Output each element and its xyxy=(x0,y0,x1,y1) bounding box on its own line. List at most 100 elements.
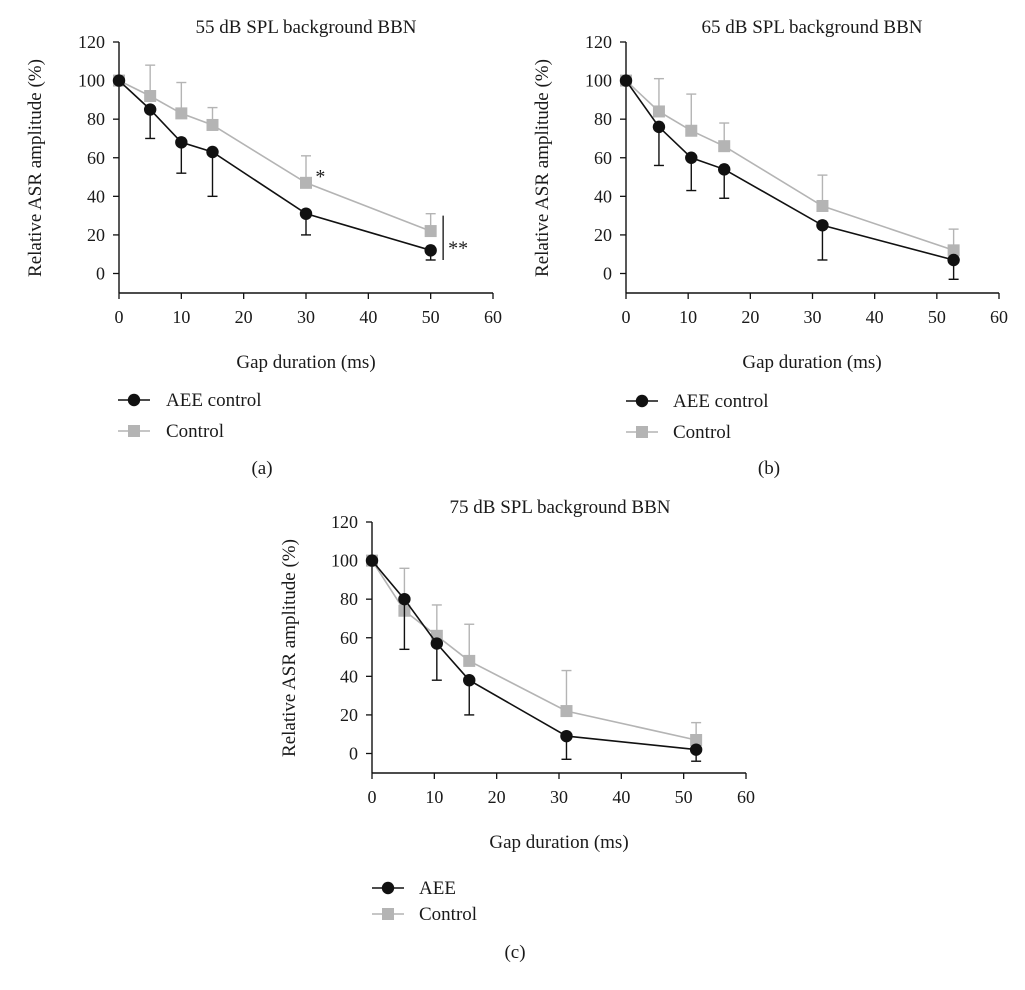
y-tick-label: 100 xyxy=(331,551,358,571)
control-data-point xyxy=(175,107,188,120)
y-tick-label: 40 xyxy=(87,186,105,206)
significance-marker: * xyxy=(315,166,325,188)
x-tick-label: 10 xyxy=(425,787,443,807)
panel-c-series-aee xyxy=(365,554,703,762)
panel-b-label: (b) xyxy=(758,458,780,479)
aee-data-point xyxy=(430,637,444,650)
y-tick-label: 120 xyxy=(331,512,358,532)
x-tick-label: 0 xyxy=(115,307,124,327)
panel-c-title: 75 dB SPL background BBN xyxy=(450,497,671,518)
y-tick-label: 80 xyxy=(340,589,358,609)
x-tick-label: 20 xyxy=(741,307,759,327)
y-tick-label: 20 xyxy=(87,225,105,245)
aee-series-line xyxy=(371,560,697,751)
x-tick-label: 30 xyxy=(297,307,315,327)
legend-circle-marker xyxy=(635,394,649,408)
x-tick-label: 50 xyxy=(422,307,440,327)
significance-marker: ** xyxy=(448,237,468,259)
control-data-point xyxy=(424,225,437,238)
aee-data-point xyxy=(143,103,157,116)
aee-series-line xyxy=(118,80,431,252)
x-tick-label: 50 xyxy=(675,787,693,807)
panel-b-series-control xyxy=(620,74,960,257)
control-data-point xyxy=(463,654,476,667)
y-tick-label: 0 xyxy=(603,264,612,284)
aee-data-point xyxy=(619,74,633,87)
x-tick-label: 20 xyxy=(235,307,253,327)
panel-c-plot: 0 20 40 60 80 100 120 0 10 20 30 40 50 60 xyxy=(331,512,755,807)
panel-a-legend-item-aee: AEE control xyxy=(118,390,262,411)
y-tick-label: 60 xyxy=(340,628,358,648)
control-data-point xyxy=(690,733,703,746)
panel-b-legend: AEE control Control xyxy=(626,391,769,443)
control-data-point xyxy=(718,140,731,153)
y-tick-label: 80 xyxy=(594,109,612,129)
y-tick-label: 20 xyxy=(340,705,358,725)
aee-data-point xyxy=(175,136,188,149)
panel-b-axes: 0 20 40 60 80 100 120 0 10 20 30 40 50 60 xyxy=(585,32,1008,327)
aee-data-point xyxy=(718,163,731,176)
aee-data-point xyxy=(206,145,219,159)
control-data-point xyxy=(685,124,698,137)
aee-data-point xyxy=(365,554,379,567)
x-tick-label: 50 xyxy=(928,307,946,327)
control-data-point xyxy=(652,105,665,118)
x-tick-label: 60 xyxy=(990,307,1008,327)
legend-square-marker xyxy=(636,426,648,438)
aee-data-point xyxy=(689,743,703,756)
y-tick-label: 100 xyxy=(585,71,612,91)
y-tick-label: 60 xyxy=(594,148,612,168)
x-tick-label: 60 xyxy=(737,787,755,807)
panel-a-legend-label-aee: AEE control xyxy=(166,390,262,411)
y-tick-label: 40 xyxy=(340,666,358,686)
control-data-point xyxy=(300,176,312,189)
legend-square-marker xyxy=(128,425,140,437)
legend-circle-marker xyxy=(127,393,141,407)
panel-a-xlabel: Gap duration (ms) xyxy=(236,352,375,373)
panel-a-legend-item-control: Control xyxy=(118,421,224,442)
aee-data-point xyxy=(398,592,411,606)
x-tick-label: 30 xyxy=(804,307,822,327)
y-tick-label: 120 xyxy=(78,32,105,52)
panel-b-ylabel: Relative ASR amplitude (%) xyxy=(532,59,553,277)
aee-data-point xyxy=(652,120,666,134)
y-tick-label: 0 xyxy=(349,744,358,764)
control-data-point xyxy=(560,705,573,718)
panel-b-legend-item-aee: AEE control xyxy=(626,391,769,412)
aee-data-point xyxy=(424,244,437,257)
x-tick-label: 0 xyxy=(368,787,377,807)
panel-c-ylabel: Relative ASR amplitude (%) xyxy=(279,539,300,757)
panel-c-legend-label-control: Control xyxy=(419,904,477,925)
y-tick-label: 40 xyxy=(594,186,612,206)
panel-a-series-aee-control xyxy=(112,74,437,261)
x-tick-label: 40 xyxy=(866,307,884,327)
x-tick-label: 40 xyxy=(359,307,377,327)
control-data-point xyxy=(947,244,960,257)
control-series-line xyxy=(118,79,431,232)
panel-c-xlabel: Gap duration (ms) xyxy=(489,832,628,853)
panel-a: 55 dB SPL background BBN Relative ASR am… xyxy=(25,17,502,479)
panel-a-ylabel: Relative ASR amplitude (%) xyxy=(25,59,46,277)
panel-a-series-control xyxy=(113,64,437,238)
aee-data-point xyxy=(947,253,960,267)
control-series-line xyxy=(625,80,954,252)
x-tick-label: 10 xyxy=(172,307,190,327)
panel-b-plot: 0 20 40 60 80 100 120 0 10 20 30 40 50 60 xyxy=(585,32,1008,327)
panel-a-axes: 0 20 40 60 80 100 120 0 10 20 30 40 50 60 xyxy=(78,32,502,327)
control-data-point xyxy=(206,118,219,131)
aee-data-point xyxy=(685,151,698,164)
panel-b-xlabel: Gap duration (ms) xyxy=(742,352,881,373)
control-data-point xyxy=(144,90,157,103)
x-tick-label: 30 xyxy=(550,787,568,807)
panel-b-legend-label-aee: AEE control xyxy=(673,391,769,412)
x-tick-label: 10 xyxy=(679,307,697,327)
y-tick-label: 60 xyxy=(87,148,105,168)
panel-c-legend-item-control: Control xyxy=(372,904,477,925)
aee-series-line xyxy=(625,80,954,261)
panel-b-legend-item-control: Control xyxy=(626,422,731,443)
y-tick-label: 0 xyxy=(96,264,105,284)
legend-circle-marker xyxy=(381,881,395,895)
aee-data-point xyxy=(560,729,573,743)
panel-c-axes: 0 20 40 60 80 100 120 0 10 20 30 40 50 60 xyxy=(331,512,755,807)
y-tick-label: 100 xyxy=(78,71,105,91)
